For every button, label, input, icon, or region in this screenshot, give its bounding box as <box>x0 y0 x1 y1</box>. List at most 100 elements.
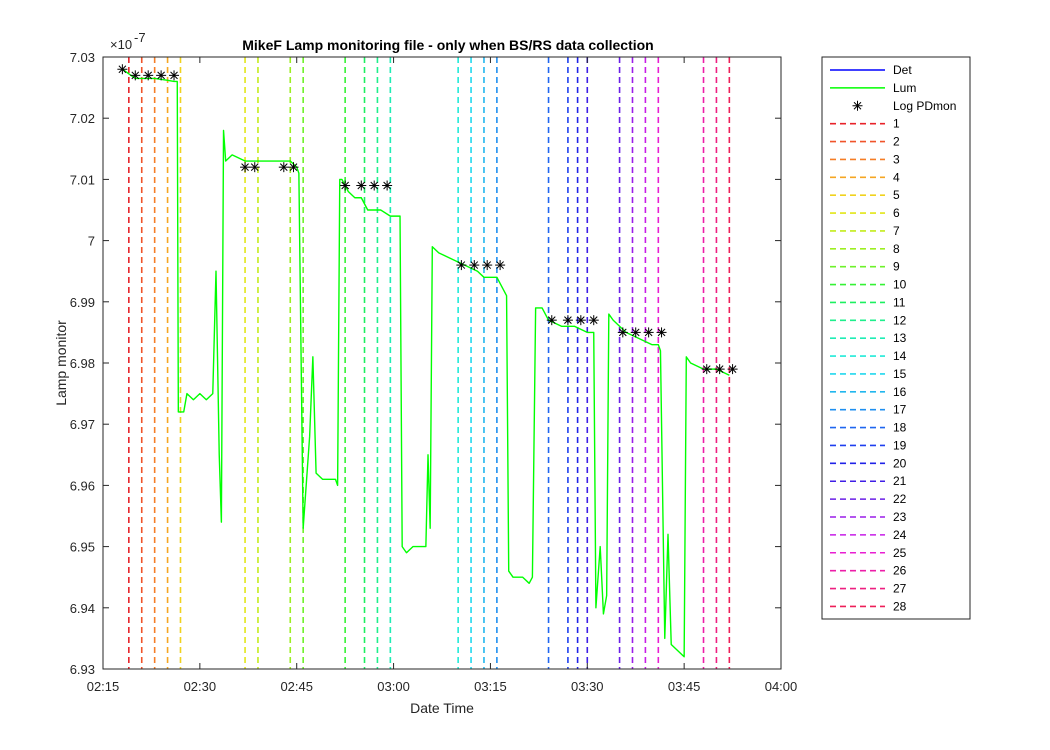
legend-entry-27-label: 27 <box>893 582 907 596</box>
x-axis-label: Date Time <box>410 700 474 716</box>
x-tick-label-0: 02:15 <box>87 679 120 694</box>
legend-entry-det-label: Det <box>893 63 912 77</box>
legend-entry-log-pdmon-marker-stroke-3 <box>853 101 862 110</box>
legend-entry-18-label: 18 <box>893 421 907 435</box>
y-tick-label-6: 6.99 <box>70 295 95 310</box>
y-tick-label-0: 6.93 <box>70 662 95 677</box>
y-tick-label-5: 6.98 <box>70 356 95 371</box>
marker-point-18-stroke-3 <box>547 316 556 325</box>
legend-entry-det: Det <box>830 63 912 77</box>
marker-point-28 <box>727 364 738 375</box>
marker-point-15 <box>469 260 480 271</box>
legend-entry-21: 21 <box>830 474 907 488</box>
legend-entry-16-label: 16 <box>893 385 907 399</box>
marker-point-5-stroke-3 <box>170 71 178 80</box>
marker-point-1-stroke-3 <box>118 65 127 74</box>
legend-entry-15: 15 <box>830 367 907 381</box>
legend-entry-13-label: 13 <box>893 331 907 345</box>
legend-entry-8: 8 <box>830 242 900 256</box>
marker-point-1 <box>117 64 128 75</box>
y-exponent-base: ×10 <box>110 37 132 52</box>
y-axis-ticks: 6.93 6.94 6.95 6.96 6.97 6.98 6.99 7 7.01 7.02 7.0… <box>70 50 781 677</box>
marker-point-17 <box>495 260 506 271</box>
marker-point-11-stroke-3 <box>357 181 366 190</box>
legend-entry-21-label: 21 <box>893 474 907 488</box>
marker-point-19 <box>562 315 573 326</box>
legend-entry-11-label: 11 <box>893 295 906 309</box>
series-line-lum <box>121 68 730 658</box>
legend-entry-10: 10 <box>830 278 907 292</box>
y-tick-label-1: 6.94 <box>70 601 95 616</box>
y-tick-label-3: 6.96 <box>70 478 95 493</box>
legend-entry-11: 11 <box>830 295 906 309</box>
marker-point-13-stroke-3 <box>383 181 391 190</box>
marker-point-23-stroke-3 <box>631 328 640 337</box>
legend-entry-22-label: 22 <box>893 492 907 506</box>
x-tick-label-6: 03:45 <box>668 679 701 694</box>
marker-point-11 <box>356 180 367 191</box>
marker-point-2 <box>130 70 141 81</box>
marker-point-27 <box>714 364 725 375</box>
legend-entry-3: 3 <box>830 152 900 166</box>
legend-entry-17-label: 17 <box>893 403 907 417</box>
x-tick-label-5: 03:30 <box>571 679 604 694</box>
legend-entry-14-label: 14 <box>893 349 907 363</box>
legend-entry-25-label: 25 <box>893 546 907 560</box>
legend-entry-10-label: 10 <box>893 278 907 292</box>
legend-entry-log-pdmon: Log PDmon <box>852 99 956 113</box>
legend-entry-1: 1 <box>830 117 900 131</box>
legend-entry-23-label: 23 <box>893 510 907 524</box>
legend-entry-8-label: 8 <box>893 242 900 256</box>
x-tick-label-7: 04:00 <box>765 679 798 694</box>
vertical-lines <box>128 57 731 669</box>
marker-point-10 <box>340 180 351 191</box>
marker-point-17-stroke-3 <box>496 261 504 269</box>
y-tick-label-7: 7 <box>88 234 95 249</box>
legend-entry-26: 26 <box>830 564 907 578</box>
legend-entry-23: 23 <box>830 510 907 524</box>
marker-point-10-stroke-3 <box>341 181 349 190</box>
series-lines <box>121 68 730 658</box>
marker-series <box>117 64 738 375</box>
marker-point-16-stroke-3 <box>483 261 492 269</box>
x-tick-label-2: 02:45 <box>280 679 313 694</box>
legend-entry-12-label: 12 <box>893 313 907 327</box>
legend-entry-14: 14 <box>830 349 907 363</box>
marker-point-13 <box>382 180 393 191</box>
y-tick-label-8: 7.01 <box>70 172 95 187</box>
legend-entry-19-label: 19 <box>893 438 907 452</box>
marker-point-22-stroke-3 <box>618 328 627 337</box>
marker-point-6 <box>240 162 251 173</box>
marker-point-7 <box>249 162 260 173</box>
y-exponent-power: -7 <box>134 30 146 45</box>
legend-entry-lum-label: Lum <box>893 81 916 95</box>
legend-entry-2-label: 2 <box>893 135 900 149</box>
x-tick-label-1: 02:30 <box>184 679 217 694</box>
marker-point-23 <box>630 327 641 338</box>
marker-point-14-stroke-3 <box>457 261 466 269</box>
legend-entry-24: 24 <box>830 528 907 542</box>
legend-entry-24-label: 24 <box>893 528 907 542</box>
legend-entry-1-label: 1 <box>893 117 900 131</box>
legend-entry-17: 17 <box>830 403 907 417</box>
legend-entry-20: 20 <box>830 456 907 470</box>
legend-entry-4: 4 <box>830 170 900 184</box>
legend-entry-22: 22 <box>830 492 907 506</box>
marker-point-12-stroke-3 <box>370 181 379 190</box>
marker-point-8 <box>278 162 289 173</box>
legend-entry-5: 5 <box>830 188 900 202</box>
legend-entry-28: 28 <box>830 599 907 613</box>
marker-point-22 <box>617 327 628 338</box>
marker-point-12 <box>369 180 380 191</box>
marker-point-24-stroke-3 <box>644 328 653 337</box>
legend-entry-20-label: 20 <box>893 456 907 470</box>
legend-entry-27: 27 <box>830 582 907 596</box>
marker-point-26 <box>701 364 712 375</box>
legend-entry-9-label: 9 <box>893 260 900 274</box>
marker-point-19-stroke-3 <box>564 316 572 325</box>
x-axis-ticks: 02:15 02:30 02:45 03:00 03:15 03:30 03:45 04:00 <box>87 57 798 694</box>
legend-entry-4-label: 4 <box>893 170 900 184</box>
marker-point-15-stroke-3 <box>470 261 479 269</box>
marker-point-4 <box>156 70 167 81</box>
